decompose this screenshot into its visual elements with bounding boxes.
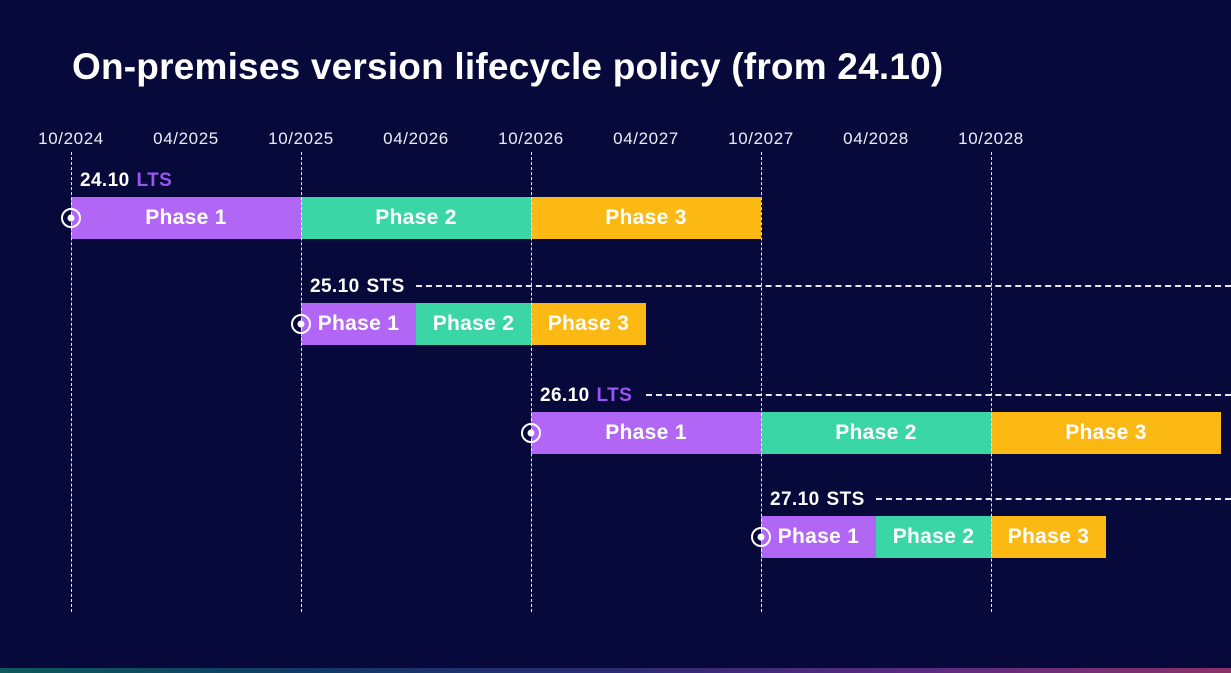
release-version: 25.10 [310,276,360,297]
gridline-vertical [761,152,762,612]
phase-bar: Phase 1 [761,516,876,558]
marker-dot [527,429,535,437]
phase-bar: Phase 2 [761,412,991,454]
axis-tick-label: 04/2026 [383,129,449,148]
release-channel: STS [826,489,865,510]
phase-bar: Phase 2 [301,197,531,239]
release-start-marker-icon [291,314,311,334]
phase-bar: Phase 3 [531,197,761,239]
release-extent-dashed-line [876,498,1231,500]
marker-dot [297,320,305,328]
release-label: 25.10 STS [310,276,405,298]
release-label: 24.10 LTS [80,170,172,192]
axis-tick-label: 10/2025 [268,129,334,148]
phase-bar: Phase 1 [71,197,301,239]
release-start-marker-icon [61,208,81,228]
gridline-vertical [301,152,302,612]
phase-bar: Phase 3 [531,303,646,345]
release-start-marker-icon [521,423,541,443]
release-channel: STS [366,276,405,297]
release-channel: LTS [136,170,173,191]
axis-tick-label: 04/2027 [613,129,679,148]
phase-bar: Phase 2 [416,303,531,345]
phase-bar: Phase 3 [991,516,1106,558]
bottom-gradient-bar [0,668,1231,673]
axis-tick-label: 04/2028 [843,129,909,148]
release-version: 26.10 [540,385,590,406]
axis-tick-label: 10/2027 [728,129,794,148]
release-extent-dashed-line [646,394,1231,396]
gridline-vertical [991,152,992,612]
release-extent-dashed-line [416,285,1231,287]
marker-dot [757,533,765,541]
release-version: 24.10 [80,170,130,191]
marker-dot [67,214,75,222]
gridline-vertical [71,152,72,612]
phase-bar: Phase 1 [301,303,416,345]
axis-tick-label: 04/2025 [153,129,219,148]
release-label: 27.10 STS [770,489,865,511]
phase-bar: Phase 1 [531,412,761,454]
axis-tick-label: 10/2024 [38,129,104,148]
phase-bar: Phase 3 [991,412,1221,454]
axis-tick-label: 10/2026 [498,129,564,148]
release-start-marker-icon [751,527,771,547]
axis-tick-label: 10/2028 [958,129,1024,148]
release-version: 27.10 [770,489,820,510]
release-channel: LTS [596,385,633,406]
release-label: 26.10 LTS [540,385,632,407]
page-title: On-premises version lifecycle policy (fr… [72,46,944,87]
gridline-vertical [531,152,532,612]
phase-bar: Phase 2 [876,516,991,558]
